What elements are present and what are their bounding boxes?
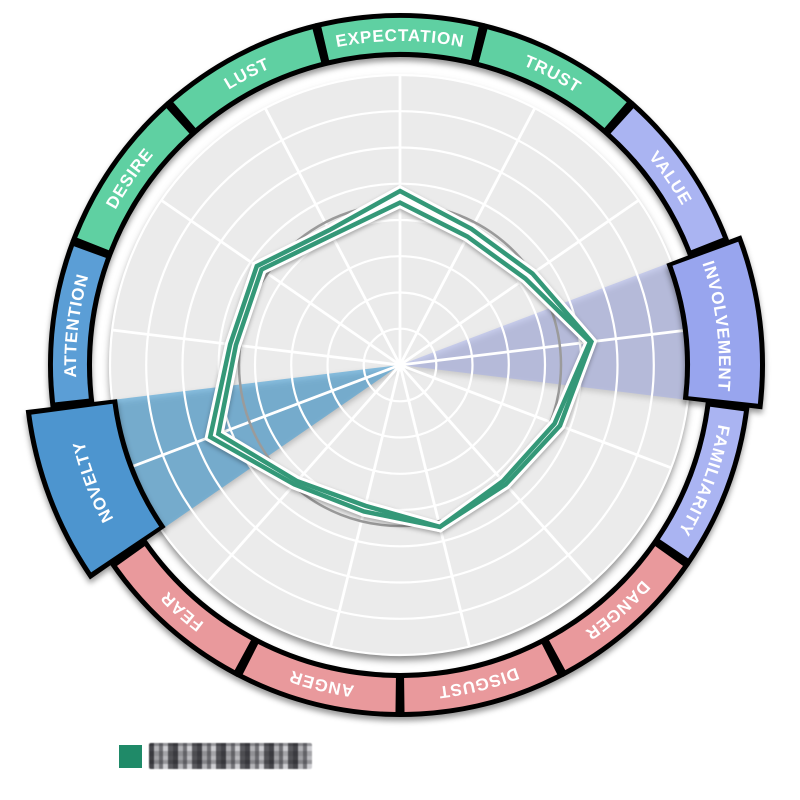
grid-spoke xyxy=(399,363,672,470)
legend-label-redacted xyxy=(149,743,312,769)
grid-spoke xyxy=(399,328,689,367)
segment-fear[interactable] xyxy=(117,546,251,671)
series-inner xyxy=(215,200,593,530)
segment-involvement[interactable] xyxy=(672,241,761,404)
grid-spoke xyxy=(399,199,640,367)
segment-lust[interactable] xyxy=(173,29,322,129)
segment-attention[interactable] xyxy=(52,246,106,403)
highlight-wedge-novelty xyxy=(112,365,401,530)
grid-spoke xyxy=(398,364,471,647)
category-ring xyxy=(25,13,766,718)
series-lines xyxy=(204,185,598,533)
legend-item[interactable] xyxy=(119,743,312,769)
segment-disgust[interactable] xyxy=(404,644,558,712)
segment-value[interactable] xyxy=(610,108,723,251)
grid-spoke xyxy=(206,364,402,583)
grid-spoke xyxy=(398,364,594,583)
legend-swatch xyxy=(119,744,142,768)
segment-familiarity[interactable] xyxy=(659,406,744,559)
grid-spoke xyxy=(128,363,401,470)
segment-trust[interactable] xyxy=(478,29,627,129)
segment-expectation[interactable] xyxy=(321,17,479,61)
grid-spoke xyxy=(111,328,401,367)
legend xyxy=(119,743,312,769)
series-outer xyxy=(207,188,595,530)
segment-anger[interactable] xyxy=(242,644,396,712)
segment-novelty[interactable] xyxy=(31,403,160,573)
grid-spoke xyxy=(160,199,401,367)
segment-danger[interactable] xyxy=(549,546,683,671)
segment-desire[interactable] xyxy=(77,108,190,251)
